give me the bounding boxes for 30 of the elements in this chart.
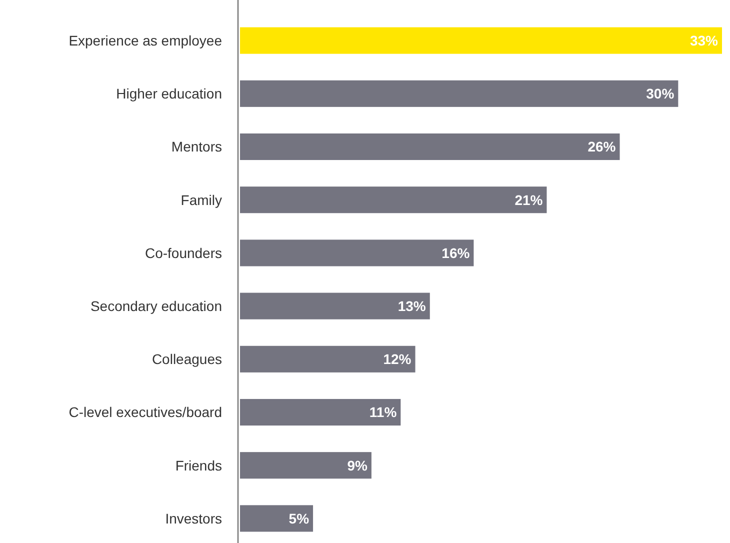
data-label: 16% [442,244,470,261]
bar [240,186,547,214]
bar [240,27,722,54]
data-label: 5% [288,510,310,526]
data-label: 30% [646,86,675,102]
data-label: 33% [690,32,719,48]
bar [240,240,474,266]
y-tick-label: Mentors [171,138,222,155]
bar [240,346,416,372]
y-tick-label: Investors [165,510,222,526]
y-tick-label: Family [180,192,222,208]
bar [240,80,678,107]
data-label: 11% [369,404,398,420]
y-tick-label: Friends [175,457,222,474]
bar [240,505,314,532]
y-tick-label: Co-founders [144,244,222,261]
y-tick-label: Experience as employee [68,32,222,48]
data-label: 9% [347,457,368,474]
bar [240,133,620,160]
data-label: 26% [588,138,616,155]
y-tick-label: C-level executives/board [68,404,222,420]
bar [240,292,430,320]
data-label: 21% [514,192,544,208]
data-label: 12% [383,351,412,368]
y-tick-label: Secondary education [90,298,222,314]
y-tick-label: Higher education [116,86,222,102]
data-label: 13% [398,298,426,314]
y-tick-label: Colleagues [152,351,222,368]
bar [240,398,401,426]
bar [240,452,372,479]
